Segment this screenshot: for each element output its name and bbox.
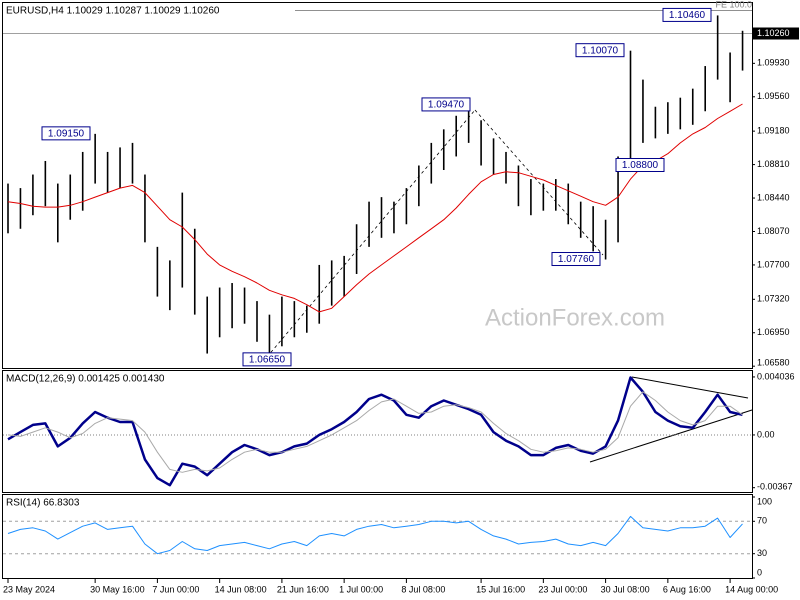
- annotation-box: [242, 352, 292, 367]
- triangle-line: [589, 409, 753, 463]
- x-tick-label: 7 Jun 00:00: [152, 584, 199, 594]
- series-line: [7, 515, 743, 555]
- fe-label: FE 100.0: [715, 0, 752, 9]
- annotation-label: 1.08800: [622, 160, 659, 171]
- y-tick-label: 0.00: [757, 429, 775, 439]
- annotation-box: [41, 126, 91, 141]
- y-tick-label: 1.09180: [757, 126, 790, 136]
- x-tick-label: 14 Jun 08:00: [215, 584, 267, 594]
- series-line: [7, 103, 743, 313]
- x-tick-label: 15 Jul 16:00: [476, 584, 525, 594]
- x-tick-label: 6 Aug 16:00: [663, 584, 711, 594]
- macd-panel-frame: [2, 370, 753, 493]
- y-tick-label: 70: [757, 516, 767, 526]
- last-price-label: 1.10260: [757, 28, 790, 38]
- annotation-box: [662, 7, 712, 22]
- x-tick-label: 14 Aug 00:00: [725, 584, 778, 594]
- y-tick-label: 1.07700: [757, 259, 790, 269]
- x-tick-label: 8 Jul 08:00: [401, 584, 445, 594]
- watermark: ActionForex.com: [485, 304, 665, 331]
- price-title: EURUSD,H4 1.10029 1.10287 1.10029 1.1026…: [6, 6, 220, 17]
- annotation-box: [575, 43, 625, 58]
- x-tick-label: 30 Jul 08:00: [601, 584, 650, 594]
- y-tick-label: 0.004036: [757, 371, 795, 381]
- annotation-box: [421, 97, 471, 112]
- rsi-title: RSI(14) 66.8303: [6, 498, 80, 509]
- x-tick-label: 23 Jul 00:00: [538, 584, 587, 594]
- x-tick-label: 1 Jul 00:00: [339, 584, 383, 594]
- price-panel-frame: [2, 2, 753, 369]
- dashed-trend: [474, 109, 604, 256]
- annotation-box: [551, 252, 601, 267]
- y-tick-label: 1.08440: [757, 192, 790, 202]
- x-tick-label: 23 May 2024: [3, 584, 55, 594]
- macd-title: MACD(12,26,9) 0.001425 0.001430: [6, 374, 165, 385]
- y-tick-label: 1.09930: [757, 58, 790, 68]
- annotation-label: 1.10460: [669, 10, 706, 21]
- y-tick-label: 1.07320: [757, 294, 790, 304]
- y-tick-label: 1.06950: [757, 327, 790, 337]
- annotation-label: 1.09150: [48, 128, 85, 139]
- last-price-box: [753, 27, 799, 40]
- annotation-label: 1.06650: [249, 355, 286, 366]
- y-tick-label: 100: [757, 496, 772, 506]
- annotation-label: 1.09470: [428, 100, 465, 111]
- rsi-panel-frame: [2, 494, 753, 579]
- series-line: [7, 376, 743, 487]
- y-tick-label: 0: [757, 567, 762, 577]
- series-line: [7, 391, 743, 473]
- annotation-box: [615, 157, 665, 172]
- y-tick-label: 1.09560: [757, 91, 790, 101]
- y-tick-label: 1.08070: [757, 226, 790, 236]
- x-tick-label: 30 May 16:00: [90, 584, 145, 594]
- annotation-label: 1.07760: [558, 254, 595, 265]
- annotation-label: 1.10070: [582, 45, 619, 56]
- y-tick-label: 1.08810: [757, 159, 790, 169]
- y-tick-label: 30: [757, 548, 767, 558]
- y-tick-label: 1.06580: [757, 357, 790, 367]
- triangle-line: [631, 376, 749, 399]
- y-tick-label: -0.00367: [757, 481, 793, 491]
- x-tick-label: 21 Jun 16:00: [277, 584, 329, 594]
